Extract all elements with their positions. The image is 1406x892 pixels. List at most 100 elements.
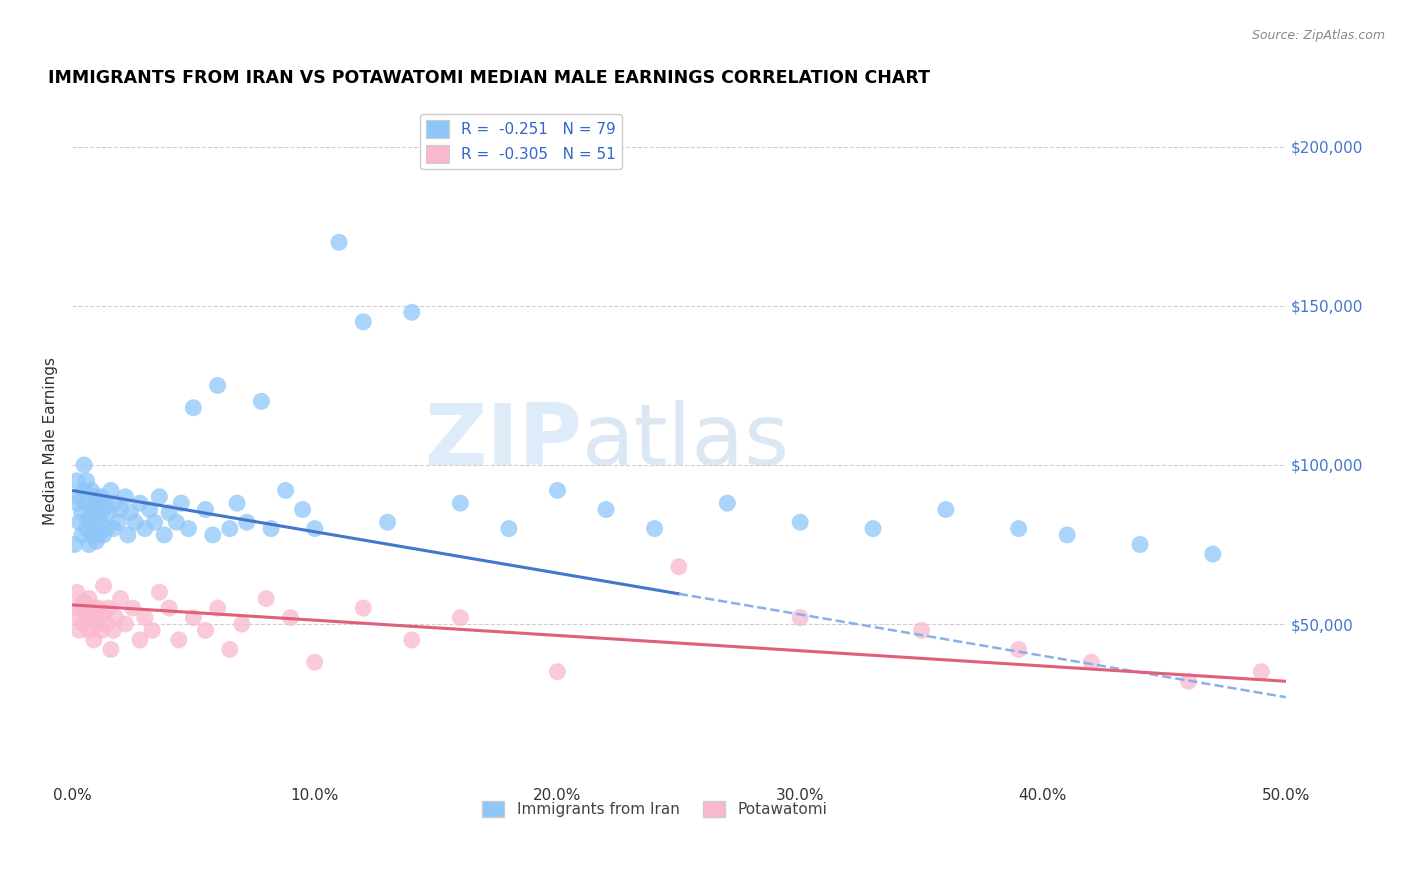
Point bbox=[90, 515, 112, 529]
Point bbox=[218, 522, 240, 536]
Point bbox=[153, 528, 176, 542]
Point bbox=[207, 601, 229, 615]
Point bbox=[352, 315, 374, 329]
Point bbox=[1250, 665, 1272, 679]
Point bbox=[93, 579, 115, 593]
Text: ZIP: ZIP bbox=[425, 400, 582, 483]
Point bbox=[274, 483, 297, 498]
Point bbox=[1129, 537, 1152, 551]
Point bbox=[218, 642, 240, 657]
Point bbox=[73, 483, 96, 498]
Point bbox=[935, 502, 957, 516]
Point bbox=[94, 617, 117, 632]
Point bbox=[107, 515, 129, 529]
Point bbox=[80, 610, 103, 624]
Text: atlas: atlas bbox=[582, 400, 790, 483]
Point bbox=[66, 474, 89, 488]
Point bbox=[449, 496, 471, 510]
Point bbox=[157, 506, 180, 520]
Point bbox=[377, 515, 399, 529]
Point bbox=[80, 483, 103, 498]
Point bbox=[110, 591, 132, 606]
Point bbox=[716, 496, 738, 510]
Point bbox=[1080, 655, 1102, 669]
Point bbox=[304, 655, 326, 669]
Point bbox=[236, 515, 259, 529]
Point bbox=[304, 522, 326, 536]
Point bbox=[789, 610, 811, 624]
Point bbox=[114, 617, 136, 632]
Y-axis label: Median Male Earnings: Median Male Earnings bbox=[44, 357, 58, 525]
Point bbox=[84, 512, 107, 526]
Point bbox=[148, 585, 170, 599]
Point bbox=[170, 496, 193, 510]
Point bbox=[70, 506, 93, 520]
Point bbox=[63, 601, 86, 615]
Point bbox=[94, 522, 117, 536]
Point bbox=[862, 522, 884, 536]
Point bbox=[97, 601, 120, 615]
Point bbox=[84, 534, 107, 549]
Point bbox=[138, 502, 160, 516]
Point bbox=[328, 235, 350, 250]
Point bbox=[103, 522, 125, 536]
Point bbox=[134, 522, 156, 536]
Point bbox=[1007, 642, 1029, 657]
Point bbox=[167, 632, 190, 647]
Point bbox=[260, 522, 283, 536]
Point bbox=[83, 632, 105, 647]
Point bbox=[207, 378, 229, 392]
Point bbox=[93, 607, 115, 622]
Point bbox=[103, 624, 125, 638]
Point bbox=[498, 522, 520, 536]
Point bbox=[129, 632, 152, 647]
Point bbox=[595, 502, 617, 516]
Point bbox=[77, 512, 100, 526]
Point bbox=[280, 610, 302, 624]
Point bbox=[66, 496, 89, 510]
Point bbox=[183, 610, 205, 624]
Point bbox=[77, 591, 100, 606]
Point bbox=[1007, 522, 1029, 536]
Point bbox=[76, 474, 98, 488]
Point bbox=[231, 617, 253, 632]
Point bbox=[73, 617, 96, 632]
Point bbox=[87, 506, 110, 520]
Point bbox=[77, 537, 100, 551]
Point bbox=[134, 610, 156, 624]
Point bbox=[129, 496, 152, 510]
Point bbox=[183, 401, 205, 415]
Point bbox=[97, 506, 120, 520]
Point bbox=[83, 522, 105, 536]
Point bbox=[254, 591, 277, 606]
Point bbox=[401, 305, 423, 319]
Point bbox=[141, 624, 163, 638]
Point bbox=[1177, 674, 1199, 689]
Point bbox=[87, 528, 110, 542]
Point bbox=[87, 601, 110, 615]
Point bbox=[401, 632, 423, 647]
Point bbox=[104, 496, 127, 510]
Point bbox=[80, 528, 103, 542]
Point bbox=[63, 537, 86, 551]
Point bbox=[114, 490, 136, 504]
Point bbox=[546, 665, 568, 679]
Point bbox=[789, 515, 811, 529]
Point bbox=[94, 496, 117, 510]
Point bbox=[80, 506, 103, 520]
Point bbox=[66, 585, 89, 599]
Point bbox=[83, 601, 105, 615]
Point bbox=[67, 624, 90, 638]
Point bbox=[67, 515, 90, 529]
Point bbox=[90, 624, 112, 638]
Point bbox=[644, 522, 666, 536]
Point bbox=[201, 528, 224, 542]
Point bbox=[124, 515, 146, 529]
Point bbox=[352, 601, 374, 615]
Point bbox=[226, 496, 249, 510]
Point bbox=[110, 502, 132, 516]
Point bbox=[194, 502, 217, 516]
Point bbox=[93, 502, 115, 516]
Point bbox=[148, 490, 170, 504]
Point bbox=[83, 496, 105, 510]
